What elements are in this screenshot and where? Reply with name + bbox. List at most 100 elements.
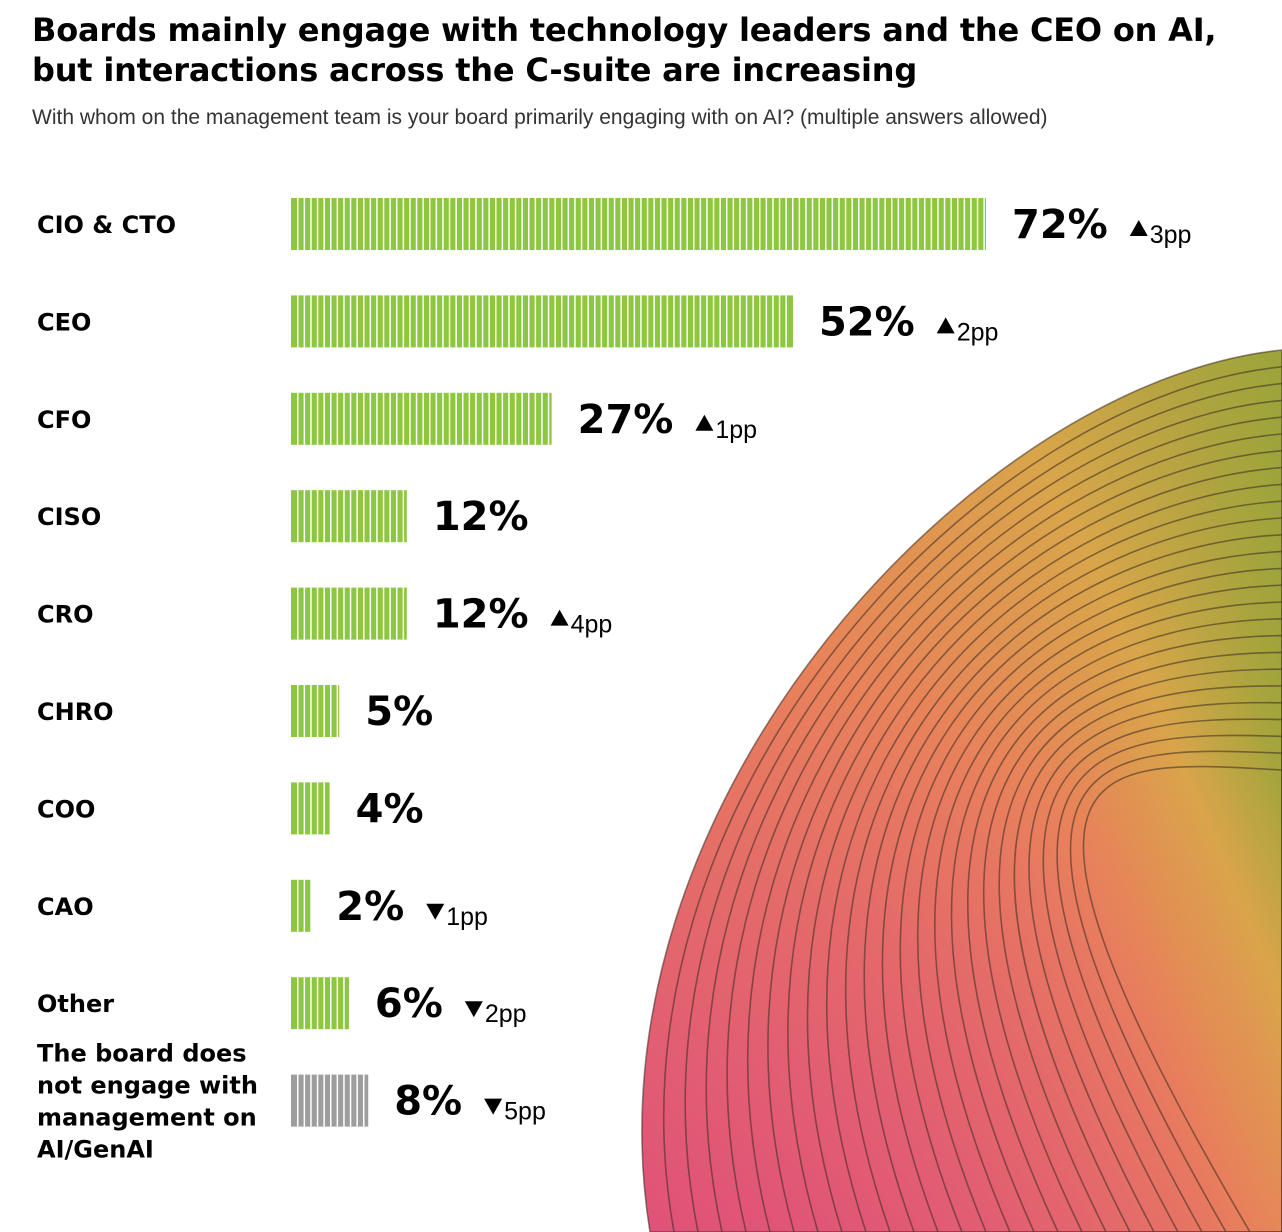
bar-stripe [382, 198, 385, 250]
bar-stripe [838, 198, 840, 250]
bar-stripe [310, 392, 312, 445]
bar-stripe [640, 295, 642, 348]
bar-stripe [363, 392, 365, 445]
bar-stripe [488, 198, 490, 250]
bar-stripe [554, 295, 556, 348]
change-label: 1pp [715, 416, 757, 444]
bar-stripe [640, 198, 642, 250]
bar-stripe [303, 490, 306, 543]
bar-stripe [316, 782, 319, 835]
bar-stripe [349, 392, 352, 445]
bar-stripe [739, 295, 741, 348]
bar-stripe [970, 198, 972, 250]
bar-stripe [336, 977, 339, 1030]
bar-stripe [864, 198, 867, 250]
bar-stripe [858, 198, 860, 250]
bar-stripe [297, 977, 299, 1030]
bar-stripe [554, 198, 556, 250]
bar-stripe [297, 879, 299, 932]
bar-stripe [587, 295, 589, 348]
bar-stripe [389, 392, 391, 445]
bar-stripe [356, 587, 358, 640]
bar-stripe [303, 685, 306, 737]
bar-stripe [481, 392, 484, 445]
bar-stripe [356, 490, 358, 543]
bar-stripe [752, 198, 754, 250]
value-label: 12% [433, 592, 529, 638]
bar-stripe [389, 490, 391, 543]
category-label: COO [37, 795, 95, 823]
bar-stripe [369, 392, 372, 445]
bar-stripe [336, 490, 339, 543]
bar-stripe [462, 295, 464, 348]
bar-stripe [310, 977, 312, 1030]
bar-stripe [323, 198, 325, 250]
bar-stripe [798, 198, 801, 250]
bar-stripe [330, 1074, 332, 1127]
bar-stripe [316, 295, 319, 348]
bar-stripe [481, 198, 484, 250]
bar-stripe [376, 392, 378, 445]
bar-stripe [778, 295, 781, 348]
bar-stripe [673, 295, 675, 348]
bar-stripe [884, 198, 886, 250]
category-label: The board does [37, 1040, 247, 1068]
bar-stripe [561, 198, 563, 250]
bar-stripe [363, 198, 365, 250]
bar-stripe [514, 392, 517, 445]
bar-stripe [363, 587, 365, 640]
bar-stripe [561, 295, 563, 348]
change-label: 1pp [446, 903, 488, 931]
bar-stripe [330, 490, 332, 543]
bar-stripe [369, 587, 372, 640]
bar-stripe [811, 198, 814, 250]
bar-stripe [462, 198, 464, 250]
bar-stripe [726, 198, 728, 250]
bar-stripe [574, 295, 576, 348]
bar-stripe [917, 198, 919, 250]
bar-stripe [316, 685, 319, 737]
bar-stripe [396, 295, 398, 348]
category-label: CEO [37, 308, 91, 336]
triangle-up-icon [936, 317, 955, 334]
bar-stripe [719, 198, 721, 250]
bar-stripe [402, 392, 405, 445]
bar-stripe [297, 685, 299, 737]
bar-stripe [891, 198, 893, 250]
bar-stripe [363, 1074, 365, 1127]
bar-stripe [336, 587, 339, 640]
bar-stripe [297, 198, 299, 250]
bar-stripe [442, 198, 444, 250]
bar-stripe [442, 392, 444, 445]
change-label: 2pp [485, 1000, 527, 1028]
bar-stripe [772, 198, 774, 250]
bar-stripe [792, 198, 794, 250]
bar-stripe [442, 295, 444, 348]
bar-stripe [818, 198, 820, 250]
triangle-up-icon [550, 609, 569, 626]
bar-stripe [343, 977, 345, 1030]
bar-stripe [402, 295, 405, 348]
bar-stripe [422, 295, 424, 348]
bar-stripe [343, 198, 345, 250]
bar-stripe [567, 295, 570, 348]
bar-stripe [825, 198, 827, 250]
bar-stripe [580, 198, 583, 250]
bar-stripe [455, 392, 457, 445]
bar-stripe [310, 198, 312, 250]
change-label: 5pp [504, 1098, 546, 1126]
bar-stripe [521, 295, 523, 348]
bar-stripe [607, 295, 609, 348]
bar-stripe [376, 198, 378, 250]
bar-stripe [297, 490, 299, 543]
bar-stripe [745, 198, 748, 250]
bar-stripe [706, 198, 708, 250]
bar-stripe [495, 198, 497, 250]
bar-stripe [336, 198, 339, 250]
bar-stripe [937, 198, 939, 250]
bar-stripe [712, 198, 715, 250]
bar-stripe [607, 198, 609, 250]
bar-stripe [323, 782, 325, 835]
bar-stripe [759, 295, 761, 348]
bar-stripe [336, 295, 339, 348]
